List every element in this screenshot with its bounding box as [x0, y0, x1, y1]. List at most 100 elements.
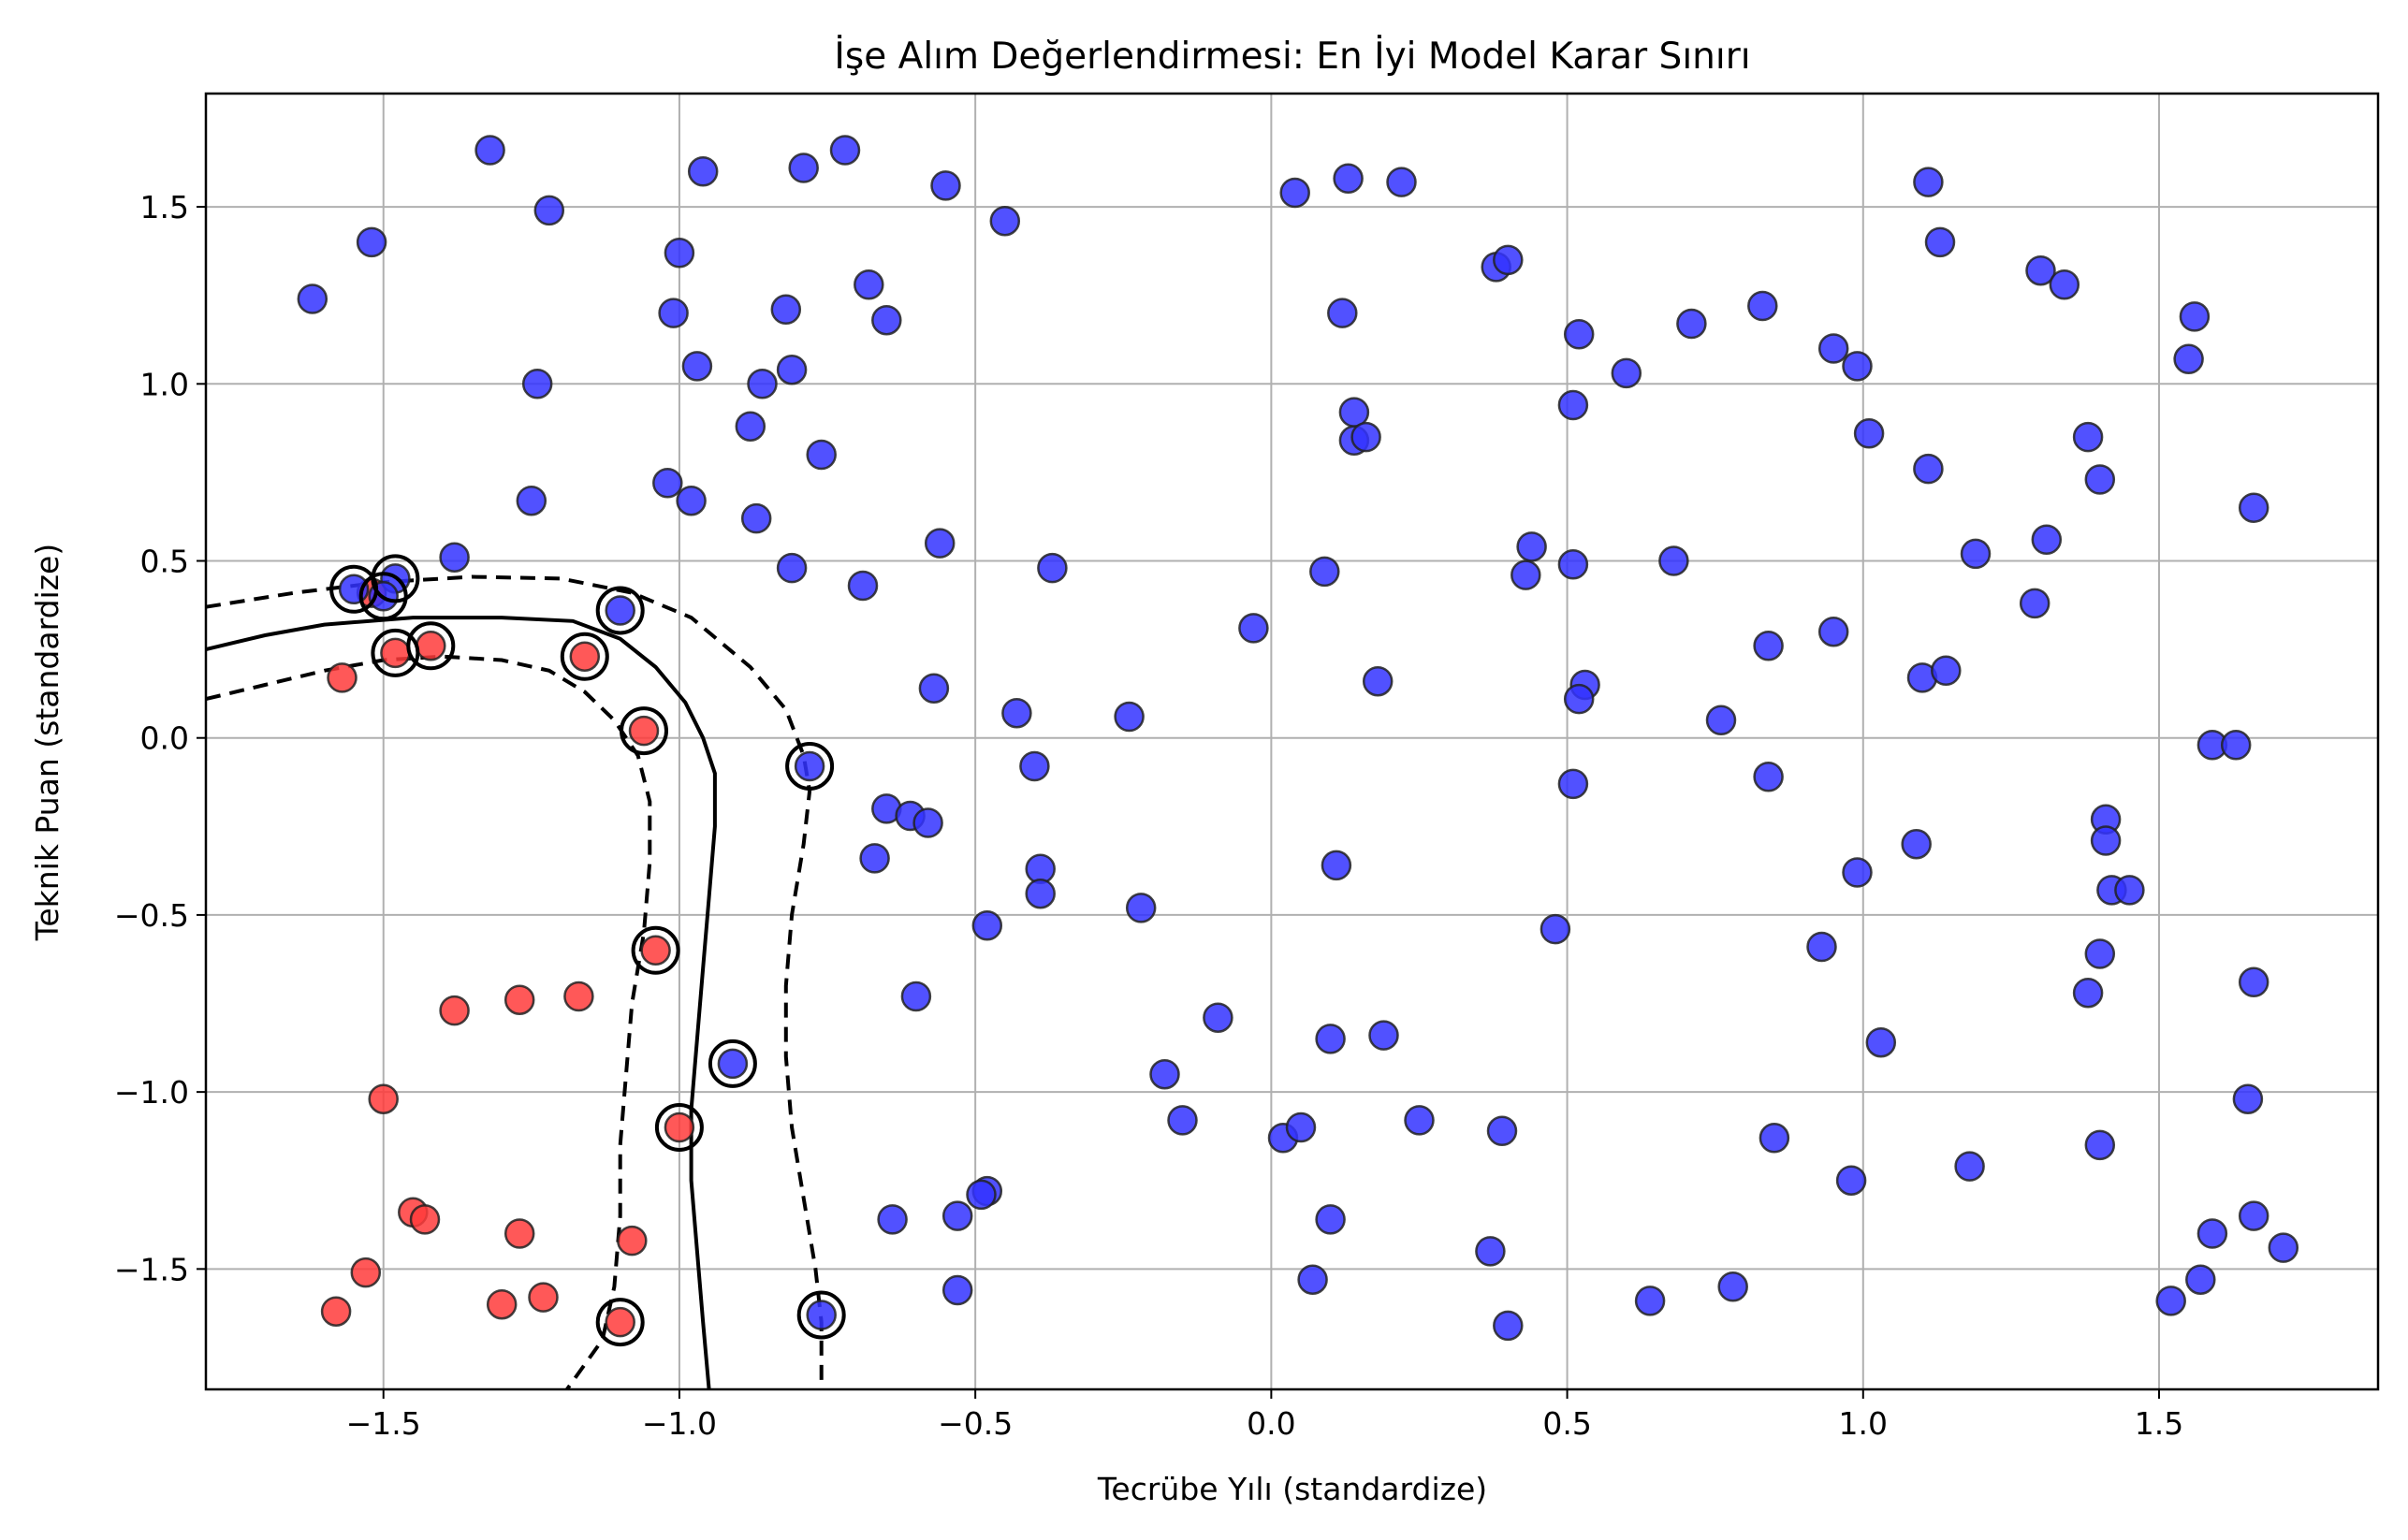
decision-boundary-group — [205, 574, 824, 1391]
blue-point — [1279, 177, 1310, 209]
red-point — [503, 1218, 535, 1249]
blue-point — [1475, 1236, 1506, 1267]
margin-upper-line — [205, 574, 824, 1389]
blue-point — [1019, 750, 1050, 782]
blue-point — [1315, 1204, 1346, 1235]
blue-point — [2084, 938, 2116, 969]
blue-point — [2072, 977, 2104, 1009]
blue-point — [2220, 730, 2252, 761]
blue-point — [918, 673, 950, 704]
blue-point — [1001, 697, 1032, 729]
blue-point — [900, 981, 932, 1012]
blue-point — [854, 269, 884, 300]
blue-point — [2268, 1232, 2299, 1263]
blue-point — [1203, 1002, 1233, 1033]
blue-point — [1924, 226, 1956, 258]
red-point — [563, 981, 594, 1012]
blue-point — [912, 807, 943, 838]
red-point — [380, 637, 411, 669]
blue-point — [1913, 167, 1944, 197]
blue-point — [871, 304, 902, 336]
blue-point — [2019, 588, 2050, 619]
blue-point — [1842, 351, 1873, 382]
blue-point — [1114, 701, 1145, 733]
blue-point — [1705, 705, 1737, 736]
blue-point — [1753, 631, 1784, 661]
blue-point — [1676, 308, 1707, 340]
blue-point — [1297, 1264, 1328, 1295]
blue-point — [776, 354, 808, 385]
blue-point — [966, 1179, 997, 1211]
blue-point — [1309, 556, 1340, 588]
blue-point — [516, 485, 547, 516]
blue-point — [877, 1204, 908, 1235]
support-vectors — [329, 554, 846, 1347]
blue-point — [1540, 913, 1571, 945]
blue-point — [687, 156, 719, 187]
y-axis-ticks: −1.5 −1.0 −0.5 0.0 0.5 1.0 1.5 — [114, 189, 206, 1287]
blue-point — [2232, 1083, 2264, 1114]
plot-frame — [204, 92, 2380, 1391]
blue-point — [664, 238, 695, 269]
blue-point — [806, 1300, 837, 1330]
blue-point — [1563, 319, 1595, 350]
blue-point — [1350, 421, 1381, 453]
blue-point — [740, 502, 772, 534]
blue-point — [658, 298, 689, 328]
blue-point — [1557, 549, 1589, 580]
x-tick-label: −1.5 — [346, 1405, 421, 1442]
blue-point — [1913, 453, 1944, 485]
blue-point — [776, 552, 808, 584]
support-vector-ring — [358, 572, 408, 621]
blue-point — [1931, 655, 1962, 687]
decision-boundary-line — [205, 616, 717, 1390]
red-point — [368, 1083, 399, 1114]
blue-point — [676, 485, 707, 516]
data-points — [297, 135, 2299, 1342]
y-tick-label: 0.0 — [140, 720, 189, 757]
blue-point — [1557, 389, 1589, 421]
blue-point — [2238, 1200, 2269, 1231]
blue-point — [1315, 1024, 1346, 1054]
blue-point — [2090, 825, 2122, 856]
blue-point — [681, 351, 713, 382]
support-vector-ring — [406, 621, 456, 671]
blue-point — [474, 135, 505, 166]
blue-point — [1493, 1310, 1524, 1342]
blue-point — [735, 411, 766, 442]
blue-point — [941, 1274, 973, 1306]
blue-point — [1362, 665, 1394, 697]
margin-lower-line — [205, 654, 652, 1391]
blue-point — [2072, 421, 2104, 453]
red-point — [327, 662, 358, 693]
blue-point — [1025, 878, 1056, 909]
blue-point — [1333, 163, 1364, 195]
red-point — [503, 984, 535, 1015]
red-point — [605, 1306, 635, 1338]
blue-point — [2238, 966, 2269, 998]
blue-point — [1493, 244, 1524, 276]
x-tick-label: 0.5 — [1542, 1405, 1591, 1442]
support-vector-ring — [595, 586, 645, 635]
support-vector-ring — [560, 632, 609, 681]
blue-point — [2173, 343, 2204, 375]
y-tick-label: −1.0 — [114, 1074, 189, 1111]
blue-point — [1753, 762, 1784, 792]
blue-point — [1806, 931, 1837, 963]
blue-point — [1611, 357, 1642, 389]
blue-point — [2114, 875, 2145, 906]
blue-point — [930, 170, 961, 201]
blue-point — [770, 294, 802, 326]
blue-point — [2031, 524, 2063, 556]
chart-title: İşe Alım Değerlendirmesi: En İyi Model K… — [834, 35, 1750, 78]
blue-point — [1327, 298, 1358, 328]
blue-point — [1960, 538, 1992, 570]
support-vector-ring — [371, 554, 420, 603]
blue-point — [1747, 290, 1778, 322]
blue-point — [717, 1048, 749, 1080]
blue-point — [2185, 1264, 2216, 1295]
y-tick-label: −0.5 — [114, 897, 189, 934]
blue-point — [794, 750, 825, 782]
blue-point — [924, 528, 956, 559]
